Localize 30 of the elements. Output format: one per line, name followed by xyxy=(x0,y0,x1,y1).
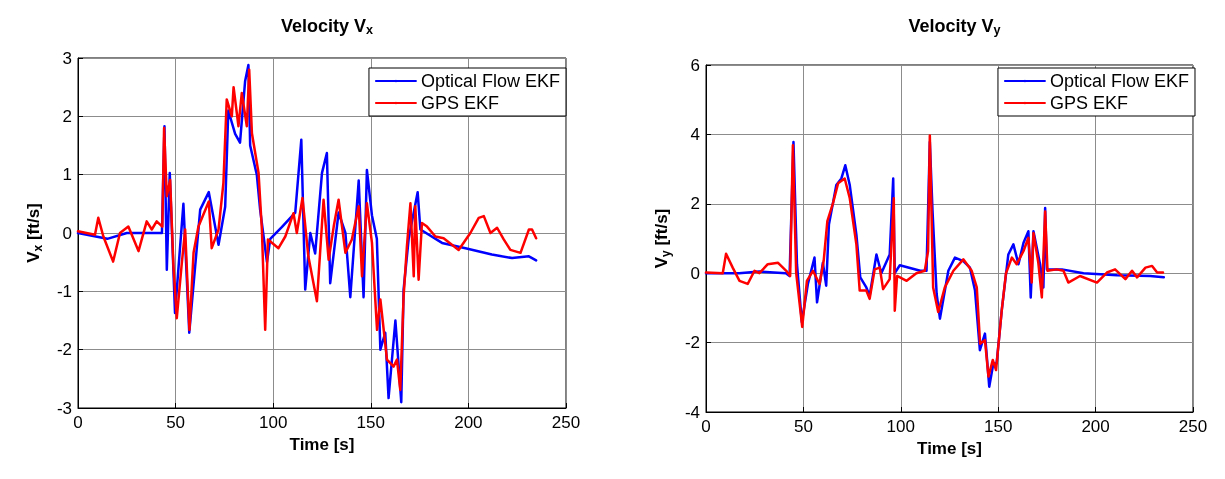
y-tick-label: 0 xyxy=(690,263,700,283)
y-tick-label: 1 xyxy=(62,165,72,185)
y-tick-label: 2 xyxy=(62,106,72,126)
x-axis-title: Time [s] xyxy=(289,434,355,454)
x-tick-label: 250 xyxy=(551,413,581,432)
y-tick-label: -2 xyxy=(684,333,700,353)
legend-label: Optical Flow EKF xyxy=(420,71,561,91)
x-axis-title: Time [s] xyxy=(917,438,982,458)
x-tick-label: 150 xyxy=(356,413,385,432)
x-tick-label: 250 xyxy=(1178,417,1208,436)
y-tick-label: -3 xyxy=(56,398,72,418)
y-tick-label: 2 xyxy=(690,194,700,214)
x-tick-label: 50 xyxy=(793,417,813,436)
x-tick-label: 150 xyxy=(984,417,1013,436)
y-tick-label: 3 xyxy=(62,48,72,68)
x-tick-label: 50 xyxy=(166,413,186,432)
y-tick-label: -1 xyxy=(56,281,72,301)
legend-label: GPS EKF xyxy=(420,93,499,113)
y-tick-label: 4 xyxy=(690,124,700,144)
legend-label: GPS EKF xyxy=(1049,93,1128,113)
y-tick-label: -4 xyxy=(684,402,700,422)
y-tick-label: -2 xyxy=(56,340,72,360)
x-tick-label: 100 xyxy=(259,413,288,432)
y-axis-title: Vy [ft/s] xyxy=(652,208,673,269)
x-tick-label: 100 xyxy=(886,417,915,436)
legend-label: Optical Flow EKF xyxy=(1049,71,1190,91)
y-tick-label: 6 xyxy=(690,55,700,75)
x-tick-label: 200 xyxy=(454,413,483,432)
y-tick-label: 0 xyxy=(62,223,72,243)
x-tick-label: 200 xyxy=(1081,417,1110,436)
